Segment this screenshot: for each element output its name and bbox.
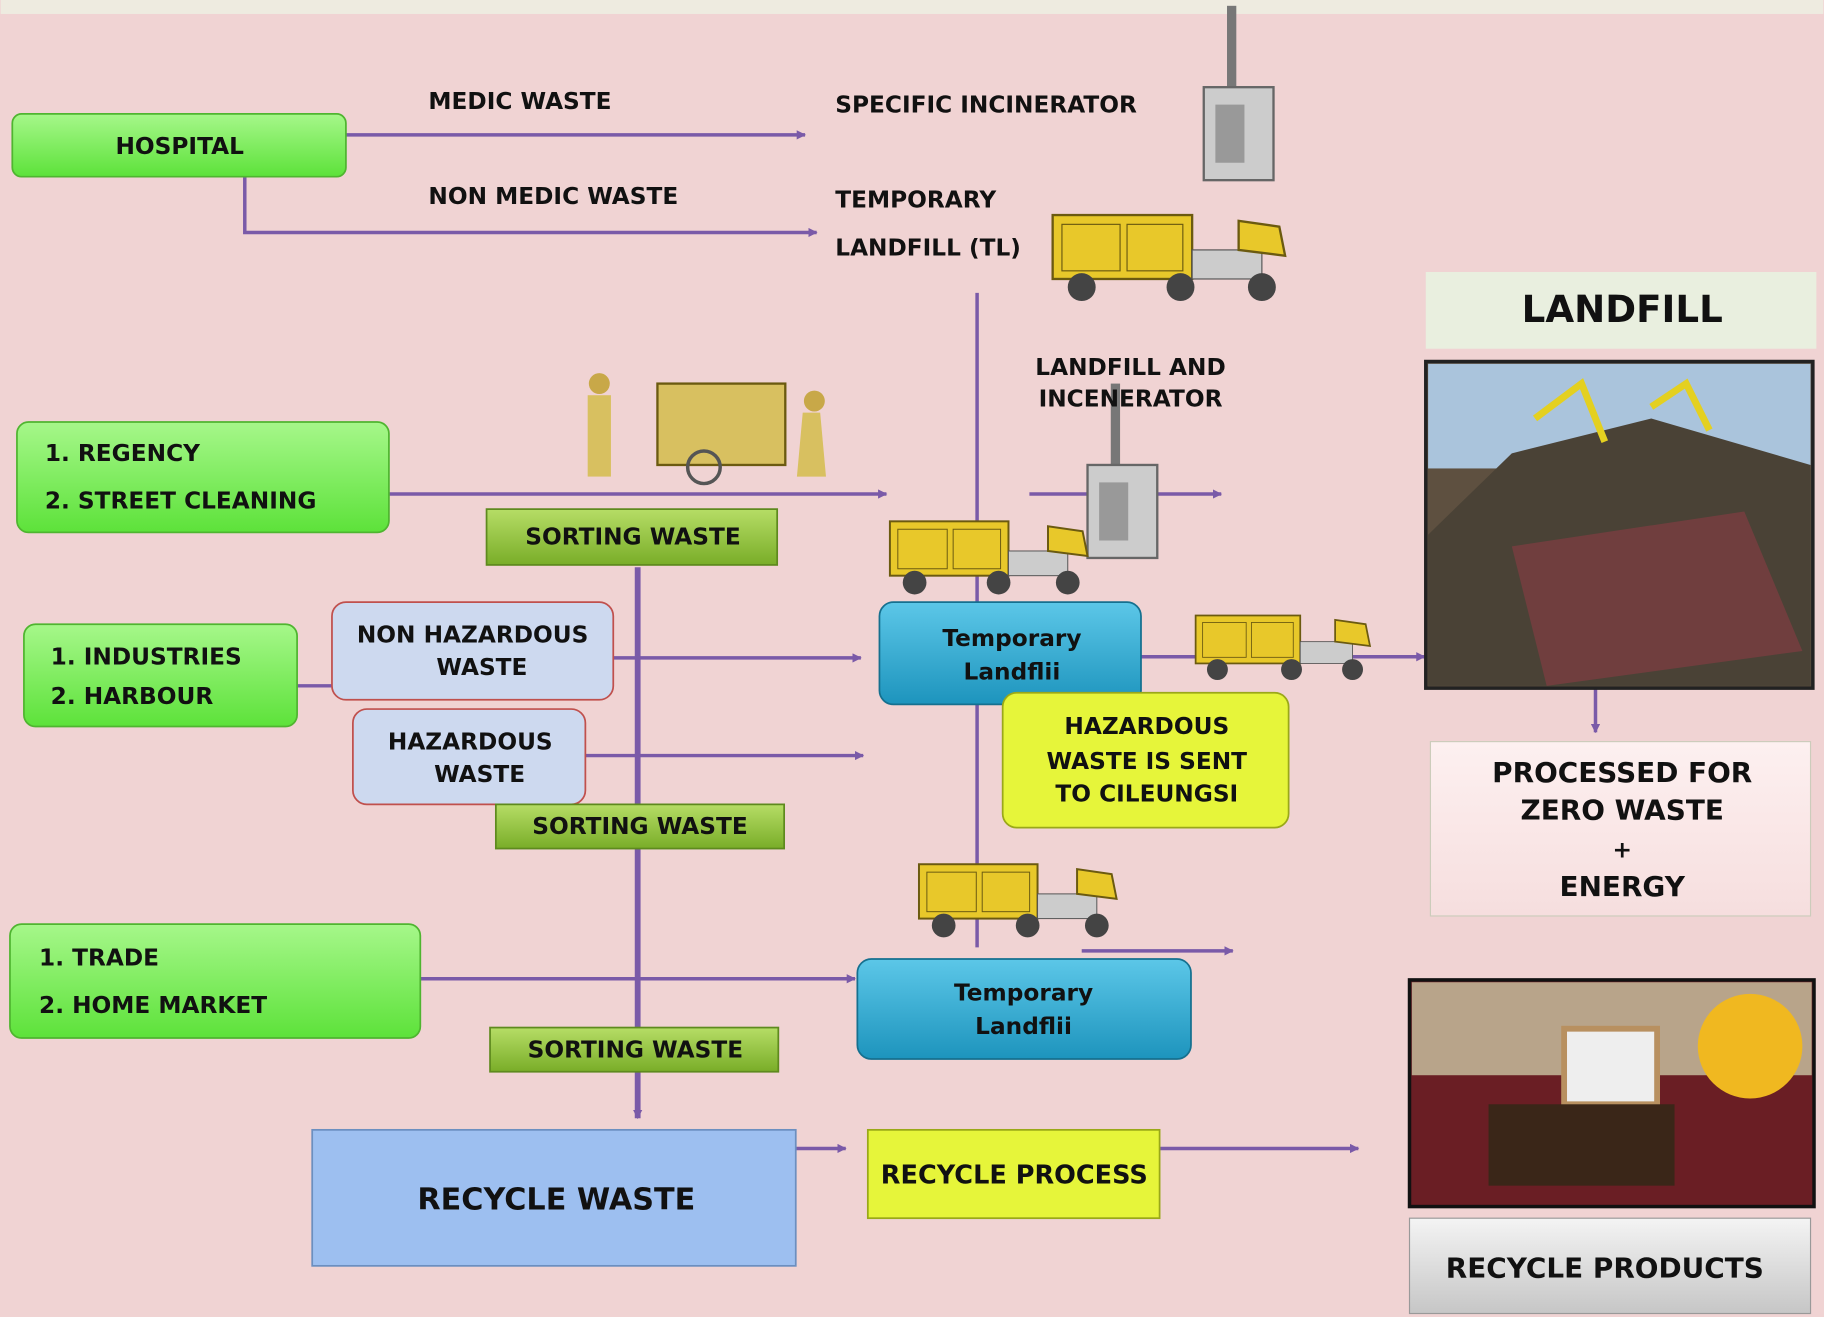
node-label: Temporary [954, 979, 1093, 1006]
edge-label: MEDIC WASTE [428, 88, 611, 115]
truck-icon [1196, 615, 1370, 680]
node-label: 1. INDUSTRIES [51, 643, 242, 670]
truck-icon [890, 521, 1088, 594]
node-label: Temporary [942, 625, 1081, 652]
node-label: LANDFILL AND [1035, 354, 1225, 381]
node-label: 2. HOME MARKET [39, 992, 267, 1019]
node-label: RECYCLE PRODUCTS [1446, 1251, 1764, 1284]
node-label: NON HAZARDOUS [357, 621, 589, 648]
node-label: TO CILEUNGSI [1055, 781, 1238, 808]
node-label: HAZARDOUS [1064, 713, 1229, 740]
section-title: LANDFILL [1522, 287, 1723, 331]
node-label: + [1612, 836, 1631, 863]
industries-box [24, 624, 297, 726]
diagram: HOSPITAL MEDIC WASTE NON MEDIC WASTE SPE… [0, 0, 1824, 1317]
temporary-landfill-box [879, 602, 1141, 704]
node-label: 1. REGENCY [45, 440, 201, 467]
node-label: SORTING WASTE [532, 813, 747, 840]
truck-icon [1053, 215, 1285, 301]
node-label: ZERO WASTE [1521, 793, 1724, 826]
node-label: WASTE [434, 761, 525, 788]
node-label: Landflii [975, 1013, 1072, 1040]
node-label: TEMPORARY [835, 187, 997, 214]
node-label: 2. STREET CLEANING [45, 488, 317, 515]
recycle-products-photo [1410, 980, 1815, 1207]
node-label: LANDFILL (TL) [835, 234, 1021, 261]
temporary-landfill-box [857, 959, 1191, 1059]
node-label: PROCESSED FOR [1492, 756, 1752, 789]
node-label: HOSPITAL [115, 133, 244, 160]
node-label: RECYCLE PROCESS [881, 1160, 1148, 1190]
landfill-photo [1426, 362, 1813, 689]
node-label: SPECIFIC INCINERATOR [835, 91, 1137, 118]
node-label: SORTING WASTE [528, 1036, 743, 1063]
truck-icon [919, 864, 1117, 937]
node-label: WASTE IS SENT [1047, 748, 1248, 775]
edge-label: NON MEDIC WASTE [428, 183, 678, 210]
hazardous-box [353, 709, 585, 804]
regency-box [17, 422, 389, 532]
node-label: HAZARDOUS [388, 728, 553, 755]
node-label: 2. HARBOUR [51, 683, 214, 710]
trade-box [10, 924, 420, 1038]
top-strip [1, 0, 1824, 14]
node-label: WASTE [436, 654, 527, 681]
node-label: RECYCLE WASTE [417, 1182, 695, 1217]
node-label: 1. TRADE [39, 944, 159, 971]
node-label: Landflii [964, 659, 1061, 686]
node-label: ENERGY [1560, 870, 1686, 903]
non-hazardous-box [332, 602, 613, 700]
node-label: INCENERATOR [1039, 385, 1223, 412]
node-label: SORTING WASTE [525, 524, 740, 551]
